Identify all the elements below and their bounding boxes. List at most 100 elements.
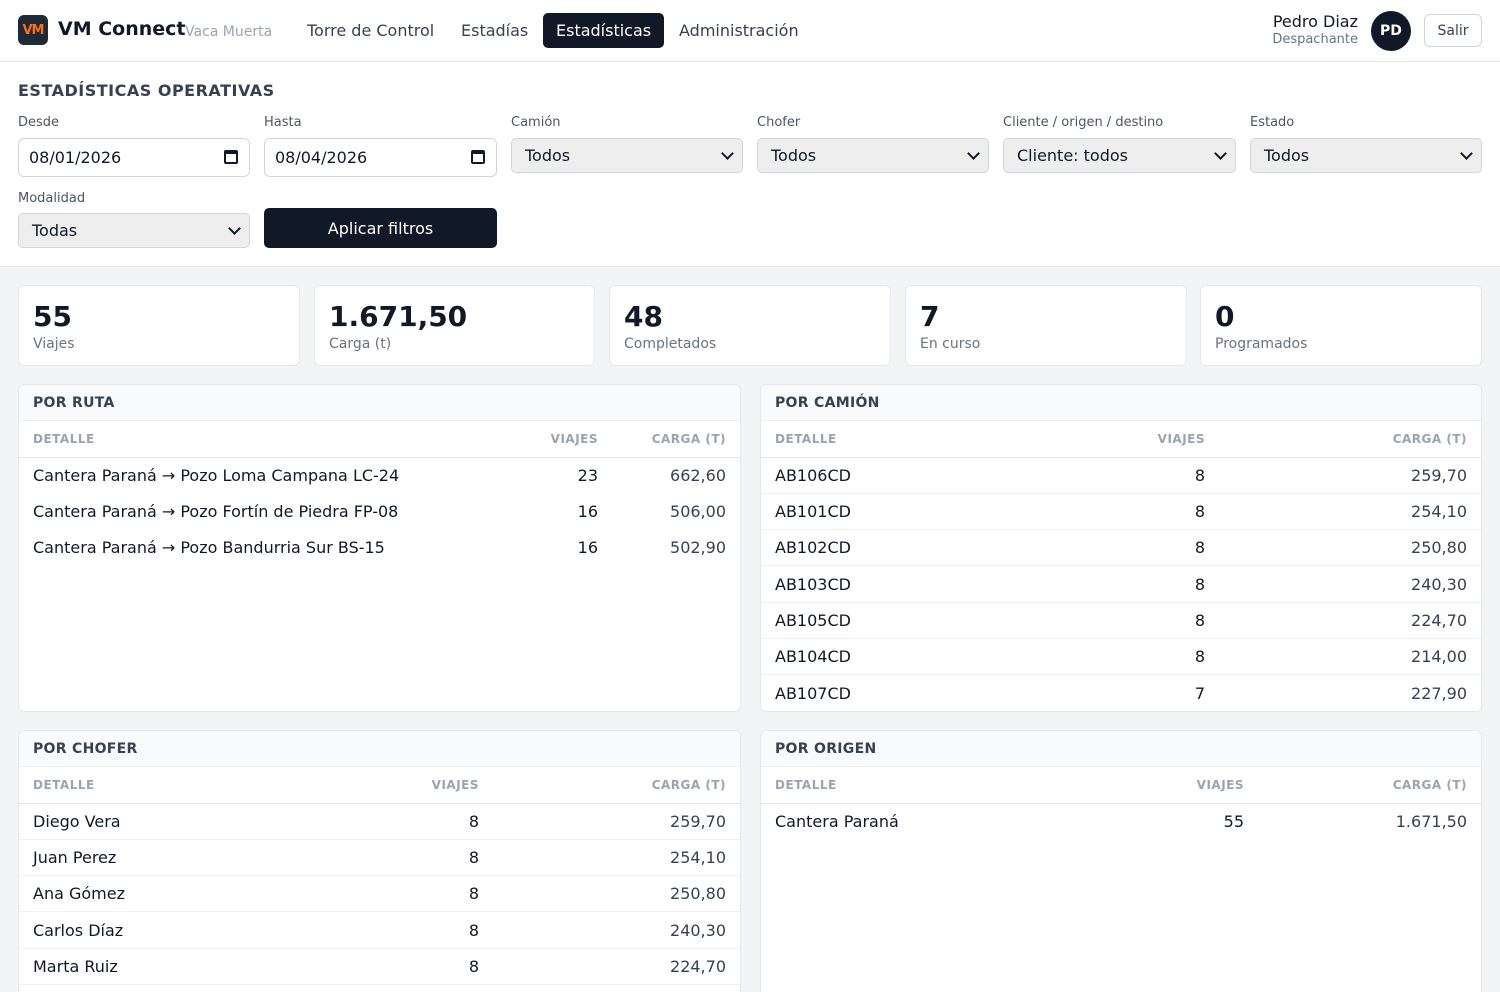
table-row[interactable]: Marta Ruiz 8 224,70	[19, 948, 740, 985]
cell-viajes: 8	[379, 803, 479, 840]
filters-panel: ESTADÍSTICAS OPERATIVAS Desde 08/01/2026…	[0, 62, 1500, 267]
modalidad-select[interactable]: Todas	[18, 213, 250, 248]
cell-detalle: AB106CD	[761, 457, 1105, 494]
cell-carga: 224,70	[1205, 602, 1481, 639]
kpi-programados: 0 Programados	[1200, 285, 1482, 366]
desde-value: 08/01/2026	[29, 148, 122, 167]
table-row[interactable]: Cantera Paraná → Pozo Loma Campana LC-24…	[19, 457, 740, 493]
cell-viajes: 8	[1105, 638, 1205, 676]
chevron-down-icon	[228, 222, 241, 235]
chevron-down-icon	[1214, 147, 1227, 160]
cell-detalle: Diego Vera	[19, 803, 379, 840]
cell-viajes: 16	[577, 501, 598, 521]
cliente-select[interactable]: Cliente: todos	[1003, 138, 1236, 173]
calendar-icon[interactable]	[224, 150, 238, 164]
cell-detalle: Cantera Paraná → Pozo Loma Campana LC-24	[33, 465, 400, 485]
column-header[interactable]: VIAJES	[518, 421, 598, 458]
cliente-value: Cliente: todos	[1017, 146, 1128, 165]
estado-select[interactable]: Todos	[1250, 138, 1482, 173]
kpi-carga: 1.671,50 Carga (t)	[314, 285, 595, 366]
kpi-label: Completados	[624, 336, 717, 352]
cell-viajes: 23	[577, 465, 598, 485]
kpi-label: En curso	[920, 336, 981, 352]
calendar-icon[interactable]	[471, 150, 485, 164]
logout-button[interactable]: Salir	[1424, 14, 1482, 47]
nav-estadias[interactable]: Estadías	[461, 21, 529, 40]
kpi-label: Carga (t)	[329, 336, 392, 352]
column-header[interactable]: DETALLE	[761, 421, 1105, 458]
table-row[interactable]: Diego Vera 8 259,70	[19, 803, 740, 840]
table-row[interactable]: AB101CD 8 254,10	[761, 493, 1481, 531]
nav-estadisticas[interactable]: Estadísticas	[543, 13, 665, 48]
nav-administracion[interactable]: Administración	[679, 21, 799, 40]
cell-viajes: 8	[1105, 457, 1205, 494]
cell-viajes: 8	[379, 948, 479, 985]
table-row[interactable]: Ana Gómez 8 250,80	[19, 875, 740, 913]
chevron-down-icon	[1460, 147, 1473, 160]
table-row[interactable]: AB103CD 8 240,30	[761, 565, 1481, 603]
table-row[interactable]: Cantera Paraná 55 1.671,50	[761, 803, 1481, 839]
cell-carga: 502,90	[670, 538, 726, 558]
column-header[interactable]: VIAJES	[1105, 421, 1205, 458]
cell-viajes: 8	[1105, 493, 1205, 531]
app-name: VM Connect	[58, 18, 186, 40]
chofer-select[interactable]: Todos	[757, 138, 989, 173]
user-name: Pedro Diaz	[1272, 12, 1358, 31]
camion-select[interactable]: Todos	[511, 138, 743, 173]
avatar[interactable]: PD	[1371, 11, 1411, 51]
origen-table: DETALLE VIAJES CARGA (T) Cantera Paraná …	[761, 767, 1481, 839]
column-header[interactable]: VIAJES	[379, 767, 479, 804]
column-header[interactable]: DETALLE	[19, 767, 379, 804]
kpi-value: 1.671,50	[329, 300, 468, 333]
cell-carga: 240,30	[479, 911, 740, 949]
table-header-row: DETALLE VIAJES CARGA (T)	[761, 767, 1481, 804]
cell-viajes: 8	[1105, 529, 1205, 567]
hasta-date-input[interactable]: 08/04/2026	[264, 138, 497, 177]
app-logo-icon[interactable]: VM	[18, 15, 48, 45]
desde-label: Desde	[18, 115, 60, 130]
table-row[interactable]: Cantera Paraná → Pozo Fortín de Piedra F…	[19, 493, 740, 529]
cell-carga: 1.671,50	[1395, 811, 1467, 831]
top-navbar: VM VM Connect Vaca Muerta Torre de Contr…	[0, 0, 1500, 62]
desde-date-input[interactable]: 08/01/2026	[18, 138, 250, 177]
column-header[interactable]: CARGA (T)	[598, 421, 740, 458]
table-row[interactable]: AB106CD 8 259,70	[761, 457, 1481, 494]
table-row[interactable]: Juan Perez 8 254,10	[19, 839, 740, 877]
apply-filters-button[interactable]: Aplicar filtros	[264, 208, 497, 248]
panel-por-ruta: POR RUTA DETALLE VIAJES CARGA (T) Canter…	[18, 384, 741, 712]
cell-carga: 506,00	[670, 501, 726, 521]
cell-viajes: 7	[1194, 683, 1205, 703]
column-header[interactable]: CARGA (T)	[1244, 767, 1481, 804]
cell-carga: 250,80	[1205, 529, 1481, 567]
hasta-label: Hasta	[264, 115, 302, 130]
kpi-completados: 48 Completados	[609, 285, 891, 366]
table-header-row: DETALLE VIAJES CARGA (T)	[19, 421, 740, 458]
table-row[interactable]: AB107CD 7 227,90	[761, 675, 1481, 711]
cell-viajes: 8	[379, 911, 479, 949]
table-row[interactable]: AB102CD 8 250,80	[761, 529, 1481, 567]
column-header[interactable]: CARGA (T)	[479, 767, 740, 804]
cell-carga: 250,80	[479, 875, 740, 913]
cell-carga: 662,60	[670, 465, 726, 485]
table-row[interactable]: Carlos Díaz 8 240,30	[19, 911, 740, 949]
column-header[interactable]: DETALLE	[761, 767, 1144, 804]
table-row[interactable]: Cantera Paraná → Pozo Bandurria Sur BS-1…	[19, 530, 740, 566]
cell-viajes: 8	[1105, 565, 1205, 603]
ruta-table: DETALLE VIAJES CARGA (T) Cantera Paraná …	[19, 421, 740, 566]
kpi-label: Viajes	[33, 336, 75, 352]
column-header[interactable]: CARGA (T)	[1205, 421, 1481, 458]
table-row[interactable]: AB104CD 8 214,00	[761, 638, 1481, 676]
cell-carga: 224,70	[479, 948, 740, 985]
cell-detalle: Cantera Paraná → Pozo Bandurria Sur BS-1…	[33, 538, 385, 558]
column-header[interactable]: DETALLE	[19, 421, 518, 458]
page-title: ESTADÍSTICAS OPERATIVAS	[18, 81, 275, 100]
nav-torre-de-control[interactable]: Torre de Control	[307, 21, 435, 40]
table-row[interactable]: AB105CD 8 224,70	[761, 602, 1481, 639]
panel-title: POR CAMIÓN	[761, 385, 1481, 421]
cell-carga: 240,30	[1205, 565, 1481, 603]
panel-por-chofer: POR CHOFER DETALLE VIAJES CARGA (T) Dieg…	[18, 730, 741, 992]
cell-carga: 254,10	[1205, 493, 1481, 531]
cell-detalle: Cantera Paraná	[775, 811, 899, 831]
column-header[interactable]: VIAJES	[1144, 767, 1244, 804]
chofer-value: Todos	[771, 146, 817, 165]
